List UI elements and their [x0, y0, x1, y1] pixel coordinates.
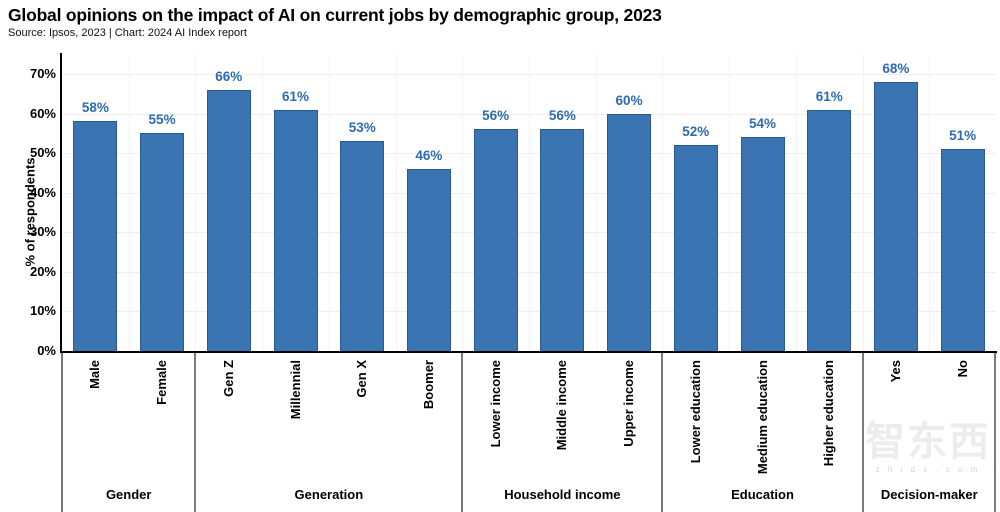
- group-separator: [461, 353, 464, 512]
- gridline-vertical: [462, 55, 464, 351]
- group-label: Household income: [504, 487, 621, 502]
- bar-value-label: 66%: [215, 68, 243, 84]
- watermark-domain-text: z h i d x . c o m: [875, 465, 981, 474]
- gridline-vertical: [729, 55, 731, 351]
- axis-boundary-line: [61, 353, 63, 512]
- bar-value-label: 54%: [748, 116, 777, 132]
- category-tick-label: Male: [87, 360, 103, 389]
- bar-value-label: 51%: [949, 128, 977, 144]
- y-axis-tick-label: 20%: [29, 263, 56, 279]
- y-axis-tick-label: 60%: [29, 105, 56, 121]
- bar: [940, 149, 985, 351]
- bar-value-label: 46%: [415, 147, 443, 163]
- bar: [340, 141, 385, 351]
- y-axis-tick-label: 50%: [29, 145, 56, 161]
- group-label: Generation: [294, 487, 364, 502]
- bar: [873, 81, 918, 351]
- group-label: Gender: [105, 487, 152, 502]
- y-axis-tick-label: 70%: [29, 66, 56, 81]
- category-tick-label: Yes: [887, 360, 903, 383]
- category-tick-label: No: [954, 360, 970, 378]
- chart-title: Global opinions on the impact of AI on c…: [8, 5, 662, 25]
- category-tick-label: Gen Z: [220, 360, 236, 397]
- bar-value-label: 53%: [348, 120, 376, 136]
- bar-value-label: 60%: [615, 92, 643, 108]
- bar-value-label: 56%: [482, 108, 510, 124]
- bar-value-label: 56%: [548, 108, 576, 124]
- category-tick-label: Boomer: [420, 360, 436, 410]
- bar: [206, 89, 251, 351]
- bar: [406, 168, 451, 351]
- bar: [473, 129, 518, 351]
- category-tick-label: Middle income: [554, 360, 570, 451]
- category-tick-label: Female: [154, 360, 170, 405]
- category-tick-label: Lower income: [487, 360, 503, 448]
- bar-value-label: 61%: [815, 88, 843, 104]
- bar: [807, 109, 852, 351]
- gridline-vertical: [795, 55, 797, 351]
- group-label: Decision-maker: [880, 487, 978, 502]
- bar: [140, 133, 185, 351]
- y-axis-tick-label: 30%: [29, 224, 56, 240]
- watermark: 智东西 z h i d x . c o m: [858, 420, 998, 474]
- gridline-vertical: [262, 55, 264, 351]
- axis-boundary-line: [994, 353, 996, 512]
- bar: [673, 145, 718, 351]
- category-tick-label: Higher education: [821, 360, 837, 467]
- x-axis-line: [60, 351, 997, 353]
- watermark-logo-text: 智东西: [865, 420, 991, 464]
- category-tick-label: Medium education: [754, 360, 770, 475]
- bar: [73, 121, 118, 351]
- category-tick-label: Millennial: [287, 360, 303, 420]
- bar-value-label: 68%: [882, 60, 910, 76]
- gridline-vertical: [862, 55, 864, 351]
- bar: [540, 129, 585, 351]
- y-axis-tick-label: 0%: [37, 343, 56, 358]
- bar-value-label: 52%: [682, 124, 710, 140]
- bar-value-label: 61%: [281, 88, 310, 104]
- bar: [273, 109, 318, 351]
- gridline-vertical: [328, 55, 330, 351]
- y-axis-tick-label: 40%: [29, 184, 56, 200]
- bar-value-label: 55%: [148, 112, 176, 128]
- chart-source-line: Source: Ipsos, 2023 | Chart: 2024 AI Ind…: [8, 27, 247, 39]
- gridline-vertical: [195, 55, 197, 351]
- group-label: Education: [731, 487, 794, 502]
- gridline-vertical: [662, 55, 664, 351]
- group-separator: [661, 353, 664, 512]
- y-axis-line: [60, 53, 62, 353]
- gridline-vertical: [929, 55, 931, 351]
- group-separator: [194, 353, 197, 512]
- gridline-vertical: [529, 55, 530, 351]
- bar: [607, 113, 652, 351]
- category-tick-label: Lower education: [687, 360, 703, 464]
- y-axis-title-text: % of respondents: [22, 157, 38, 267]
- gridline-vertical: [595, 55, 597, 351]
- bar: [740, 137, 785, 351]
- y-axis-tick-label: 10%: [29, 303, 56, 319]
- bar-value-label: 58%: [81, 100, 109, 116]
- category-tick-label: Gen X: [354, 360, 370, 398]
- category-tick-label: Upper income: [621, 360, 637, 447]
- gridline-vertical: [128, 55, 130, 351]
- group-separator: [861, 353, 864, 512]
- gridline-vertical: [395, 55, 397, 351]
